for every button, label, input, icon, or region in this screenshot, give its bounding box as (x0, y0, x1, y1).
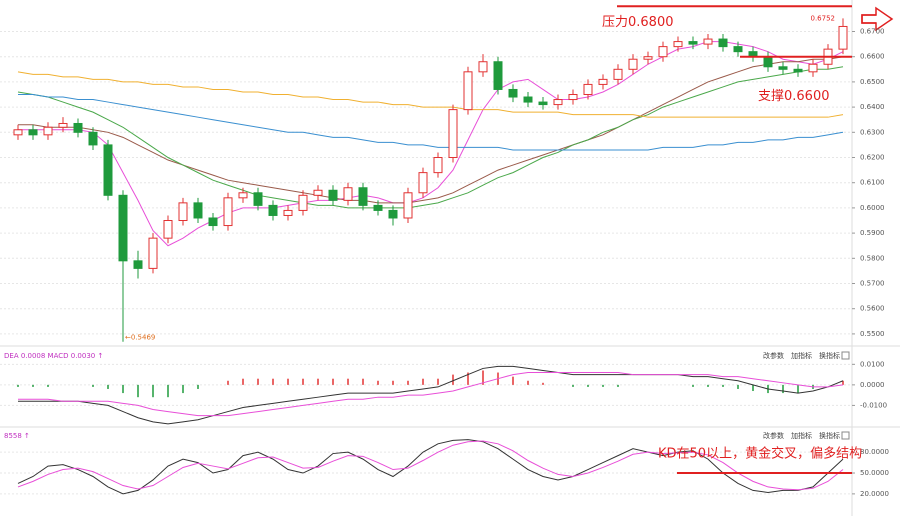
candle-body (838, 25, 848, 50)
candle-body (223, 197, 233, 227)
panel-header: DEA 0.0008 MACD 0.0030 ↑ (4, 352, 103, 360)
close-button[interactable] (841, 431, 850, 440)
level-label: 压力0.6800 (602, 15, 674, 30)
panel-button[interactable]: 换指标 (819, 351, 840, 360)
candle-body (463, 71, 473, 111)
candle-body (433, 157, 443, 174)
candle-body (658, 46, 668, 58)
candle-body (418, 172, 428, 194)
candle-body (808, 63, 818, 73)
y-tick-label: -0.0100 (860, 401, 887, 409)
close-button[interactable] (841, 351, 850, 360)
candle-body (508, 88, 518, 98)
candle-body (283, 209, 293, 216)
candle-body (568, 94, 578, 101)
candle-body (268, 204, 278, 216)
candle-body (313, 189, 323, 196)
panel-button[interactable]: 加指标 (791, 431, 812, 440)
dif-line (18, 365, 844, 425)
candle-body (613, 68, 623, 80)
candle-body (103, 144, 113, 196)
y-tick-label: 0.6200 (860, 154, 885, 162)
candle-body (373, 204, 383, 211)
candle-body (253, 192, 263, 206)
candle-body (73, 122, 83, 133)
candle-body (328, 189, 338, 201)
level-label: 支撑0.6600 (758, 89, 830, 104)
candle-body (358, 187, 368, 206)
candle-body (538, 101, 548, 106)
candle-body (628, 58, 638, 70)
y-tick-label: 0.6700 (860, 28, 885, 36)
candle-body (763, 56, 773, 68)
panel-header: 8558 ↑ (4, 432, 30, 440)
annotation: KD在50以上，黄金交叉，偏多结构 (658, 446, 862, 462)
candle-body (643, 56, 653, 60)
moving-average (18, 94, 844, 151)
k-line (17, 439, 844, 495)
candle-body (208, 217, 218, 227)
y-tick-label: 0.5800 (860, 254, 885, 262)
candle-body (718, 38, 728, 48)
candle-body (343, 187, 353, 201)
candle-body (478, 61, 488, 73)
candle-body (703, 38, 713, 45)
candle-body (88, 131, 98, 146)
candle-body (793, 68, 803, 73)
candle-body (178, 202, 188, 222)
candle-body (193, 202, 203, 219)
candle-body (688, 41, 698, 45)
y-tick-label: 50.0000 (860, 469, 889, 477)
moving-average (18, 56, 844, 204)
candle-body (493, 61, 503, 90)
candle-body (133, 260, 143, 269)
candle-body (583, 83, 593, 96)
high-label: 0.6752 (811, 14, 836, 22)
candle-body (733, 46, 743, 53)
moving-average (17, 71, 844, 118)
candle-body (298, 194, 308, 211)
y-tick-label: 0.6500 (860, 78, 885, 86)
low-label: ←0.5469 (125, 334, 155, 342)
candle-body (553, 99, 563, 106)
candle-body (673, 41, 683, 48)
d-line (17, 440, 844, 491)
candle-body (28, 129, 38, 136)
candle-body (403, 192, 413, 219)
dea-line (18, 372, 844, 417)
y-tick-label: 0.5500 (860, 330, 885, 338)
candle-body (238, 192, 248, 199)
y-tick-label: 0.6600 (860, 53, 885, 61)
candle-body (148, 237, 158, 269)
candle-body (13, 129, 23, 136)
y-tick-label: 0.6000 (860, 204, 885, 212)
panel-button[interactable]: 改参数 (763, 431, 784, 440)
y-tick-label: 80.0000 (860, 448, 889, 456)
candle-body (448, 109, 458, 159)
y-tick-label: 0.5600 (860, 305, 885, 313)
panel-button[interactable]: 换指标 (819, 431, 840, 440)
panel-button[interactable]: 改参数 (763, 351, 784, 360)
candle-body (43, 126, 53, 136)
y-tick-label: 0.6100 (860, 179, 885, 187)
y-tick-label: 20.0000 (860, 490, 889, 498)
candle-body (118, 194, 128, 262)
y-tick-label: 0.6400 (860, 103, 885, 111)
candle-body (523, 96, 533, 103)
candle-body (598, 78, 608, 85)
panel-button[interactable]: 加指标 (791, 351, 812, 360)
candle-body (163, 220, 173, 239)
arrow-icon (861, 14, 876, 24)
moving-average (17, 66, 844, 209)
y-tick-label: 0.5700 (860, 280, 885, 288)
y-tick-label: 0.0000 (860, 381, 885, 389)
y-tick-label: 0.5900 (860, 229, 885, 237)
y-tick-label: 0.0100 (860, 360, 885, 368)
candle-body (778, 66, 788, 70)
candle-body (388, 209, 398, 219)
candle-body (58, 122, 68, 128)
y-tick-label: 0.6300 (860, 128, 885, 136)
